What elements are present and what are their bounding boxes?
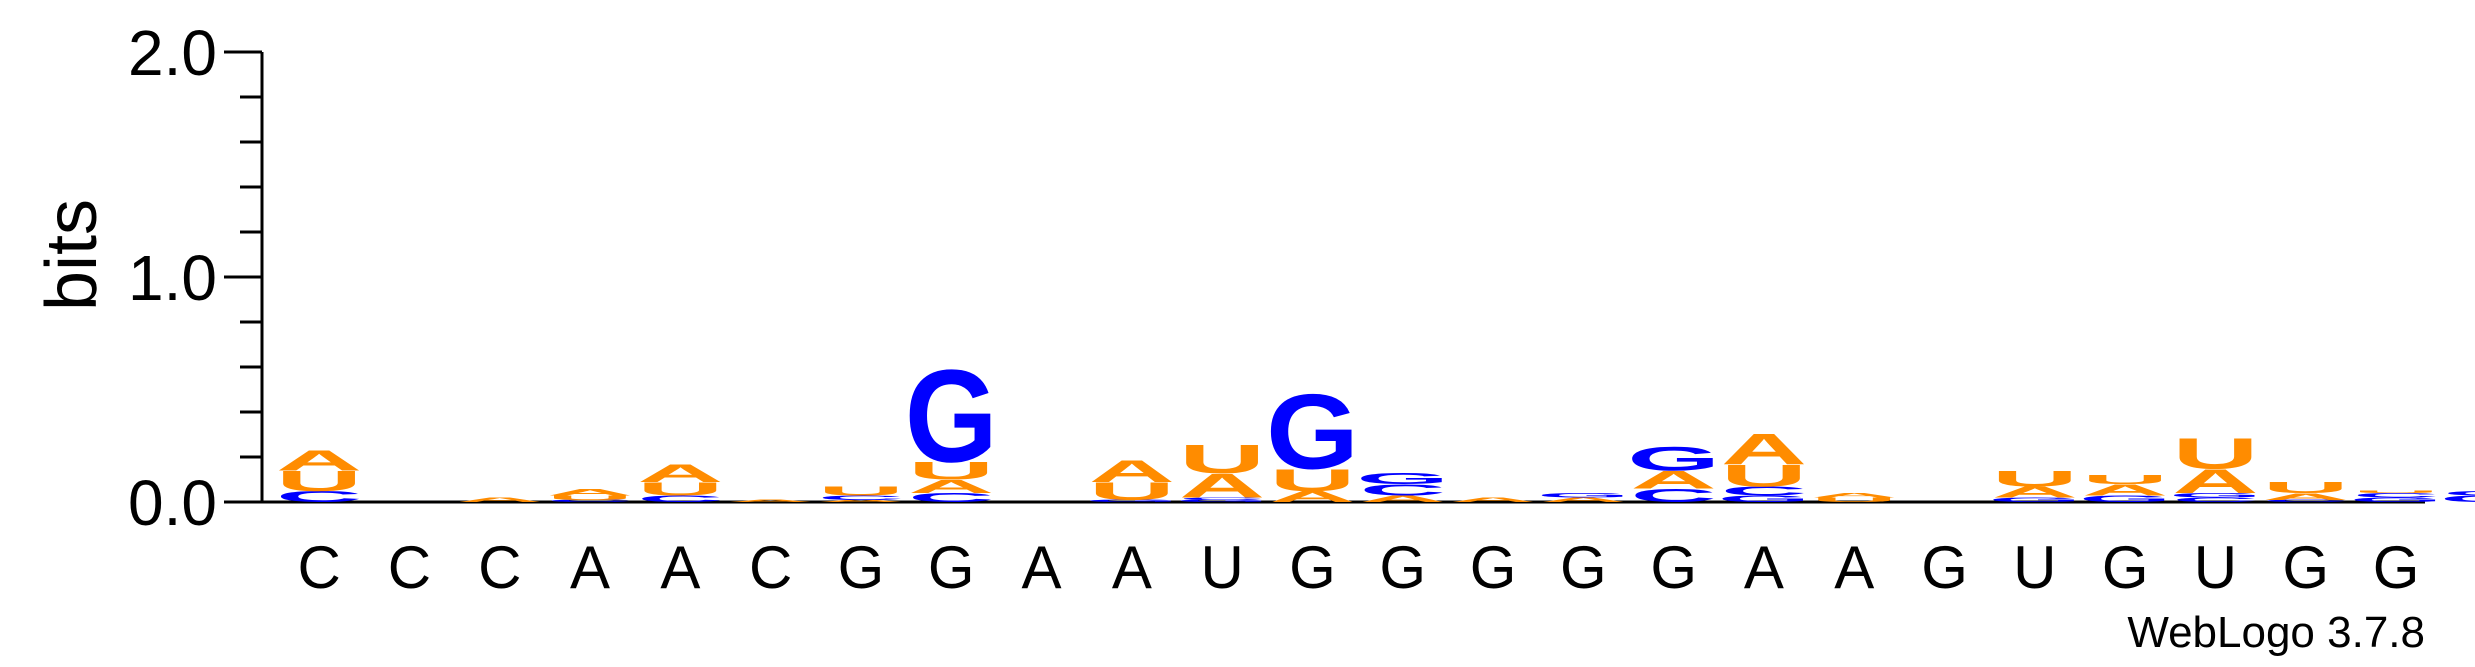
logo-letter-A: A [2263, 491, 2349, 502]
logo-letter-C: C [908, 491, 994, 505]
logo-letter-A: A [637, 459, 723, 487]
logo-letter-U: U [2172, 429, 2258, 478]
x-tick-label: A [1834, 534, 1874, 601]
logo-letter-A: A [1089, 453, 1175, 488]
x-tick-label: G [1650, 534, 1697, 601]
logo-letter-U: U [1721, 458, 1807, 493]
logo-letter-A: A [1811, 492, 1897, 499]
x-tick-label: G [838, 534, 885, 601]
logo-letter-U: U [2263, 479, 2349, 497]
logo-letter-C: C [547, 499, 633, 502]
x-tick-label: G [1560, 534, 1607, 601]
logo-letter-G: G [1988, 496, 2081, 503]
logo-letter-C: C [2353, 492, 2439, 499]
logo-letter-G: G [1717, 493, 1810, 504]
x-tick-label: G [1379, 534, 1426, 601]
x-tick-label: G [2102, 534, 2149, 601]
logo-letter-C: C [1179, 497, 1265, 500]
logo-letter-A: A [1540, 496, 1626, 503]
logo-letter-A: A [547, 487, 633, 498]
logo-letter-G: G [2440, 493, 2475, 504]
y-axis: 0.0 1.0 2.0 [128, 17, 2425, 539]
x-tick-label: A [1744, 534, 1784, 601]
logo-letter-C: C [1631, 485, 1717, 506]
logo-letter-A: A [276, 445, 362, 477]
logo-letter-U: U [637, 478, 723, 499]
logo-letter-G: G [2350, 496, 2443, 503]
x-tick-label: G [928, 534, 975, 601]
x-tick-label: G [1921, 534, 1968, 601]
logo-letter-U: U [2082, 473, 2168, 487]
x-tick-label: U [2013, 534, 2056, 601]
logo-letter-A: A [1721, 425, 1807, 474]
x-tick-label: G [2373, 534, 2420, 601]
logo-letter-U: U [1269, 462, 1355, 497]
logo-letter-U: U [276, 465, 362, 497]
y-tick-label: 2.0 [128, 17, 217, 89]
x-tick-label: U [1200, 534, 1243, 601]
x-tick-label: A [660, 534, 700, 601]
logo-letter-C: C [818, 494, 904, 501]
x-tick-label: C [388, 534, 431, 601]
x-tick-label: G [1470, 534, 1517, 601]
logo-letter-C: C [1360, 481, 1446, 499]
logo-letter-C: C [1721, 484, 1807, 498]
logo-letter-A: A [2172, 462, 2258, 501]
logo-letter-G: G [1537, 492, 1630, 499]
logo-letter-A: A [457, 496, 543, 503]
logo-letter-A: A [1179, 466, 1265, 505]
weblogo-credit: WebLogo 3.7.8 [2127, 608, 2425, 657]
logo-letter-A: A [1269, 488, 1355, 506]
logo-letter-G: G [2079, 493, 2172, 504]
y-tick-label: 0.0 [128, 467, 217, 539]
logo-letter-A: A [1631, 466, 1717, 494]
logo-letter-C: C [276, 488, 362, 506]
logo-letter-U: U [908, 457, 994, 485]
logo-letter-G: G [1356, 470, 1449, 488]
x-tick-label: C [297, 534, 340, 601]
logo-letter-A: A [1360, 493, 1446, 504]
logo-letter-G: G [905, 342, 998, 490]
x-tick-label: C [478, 534, 521, 601]
logo-letter-U: U [2353, 490, 2439, 493]
x-tick-label: A [1022, 534, 1062, 601]
x-tick-label: G [1289, 534, 1336, 601]
logo-letter-G: G [2169, 492, 2262, 499]
logo-letter-U: U [818, 484, 904, 498]
logo-letter-C: C [2443, 490, 2475, 497]
logo-letter-U: U [547, 494, 633, 501]
logo-letter-C: C [2172, 496, 2258, 503]
logo-letter-A: A [728, 499, 814, 502]
logo-letter-C: C [637, 493, 723, 504]
logo-letter-U: U [1089, 477, 1175, 505]
y-tick-label: 1.0 [128, 242, 217, 314]
logo-letter-G: G [1627, 439, 1720, 478]
logo-letter-C: C [2263, 499, 2349, 502]
logo-letter-A: A [1992, 483, 2078, 501]
logo-letter-A: A [2082, 481, 2168, 499]
logo-letter-U: U [1179, 436, 1265, 482]
logo-letter-G: G [1266, 372, 1359, 492]
logo-letter-A: A [908, 476, 994, 497]
logo-letter-A: A [818, 499, 904, 502]
logo-letter-G: G [1176, 499, 1269, 502]
logo-letter-U: U [1992, 467, 2078, 492]
x-tick-label: G [2282, 534, 2329, 601]
logo-letter-U: U [1811, 496, 1897, 503]
logo-letter-A: A [1450, 496, 1536, 503]
x-tick-label: A [1112, 534, 1152, 601]
logo-letter-G: G [1085, 499, 1178, 502]
x-tick-label: U [2194, 534, 2237, 601]
x-tick-label: C [749, 534, 792, 601]
y-axis-label: bits [32, 199, 112, 311]
x-tick-label: A [570, 534, 610, 601]
